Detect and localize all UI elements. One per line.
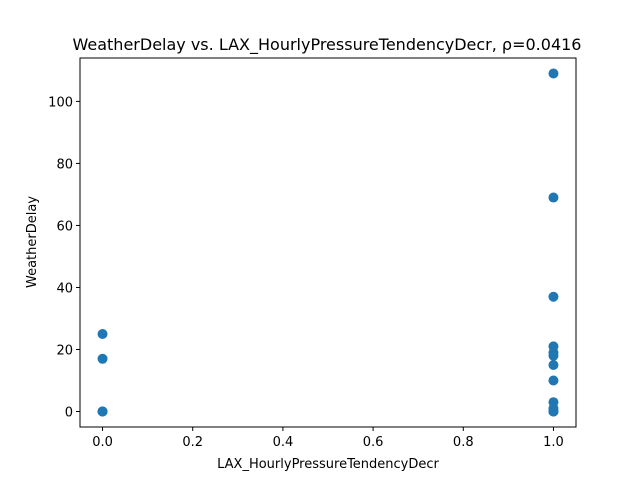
data-point: [548, 397, 559, 408]
y-tick-label: 60: [56, 219, 73, 234]
points-layer: [97, 68, 559, 417]
data-point: [548, 291, 559, 302]
data-point: [548, 359, 559, 370]
y-tick-label: 80: [56, 157, 73, 172]
y-tick-label: 20: [56, 343, 73, 358]
data-point: [97, 328, 108, 339]
x-tick-label: 0.6: [363, 435, 384, 450]
x-tick-label: 1.0: [543, 435, 564, 450]
y-axis: 0 20 40 60 80 100: [48, 95, 80, 420]
chart-title: WeatherDelay vs. LAX_HourlyPressureTende…: [73, 35, 582, 55]
x-tick-label: 0.0: [92, 435, 113, 450]
x-axis-label: LAX_HourlyPressureTendencyDecr: [217, 457, 439, 472]
y-tick-label: 0: [65, 405, 73, 420]
data-point: [548, 192, 559, 203]
data-point: [548, 68, 559, 79]
plot-frame: [79, 57, 577, 428]
x-tick-label: 0.2: [182, 435, 203, 450]
y-axis-label: WeatherDelay: [25, 196, 40, 288]
data-point: [97, 353, 108, 364]
y-tick-label: 100: [48, 95, 73, 110]
x-tick-label: 0.4: [273, 435, 294, 450]
x-axis: 0.0 0.2 0.4 0.6 0.8 1.0: [92, 427, 564, 450]
y-tick-label: 40: [56, 281, 73, 296]
data-point: [548, 341, 559, 352]
data-point: [97, 406, 108, 417]
x-tick-label: 0.8: [453, 435, 474, 450]
data-point: [548, 375, 559, 386]
